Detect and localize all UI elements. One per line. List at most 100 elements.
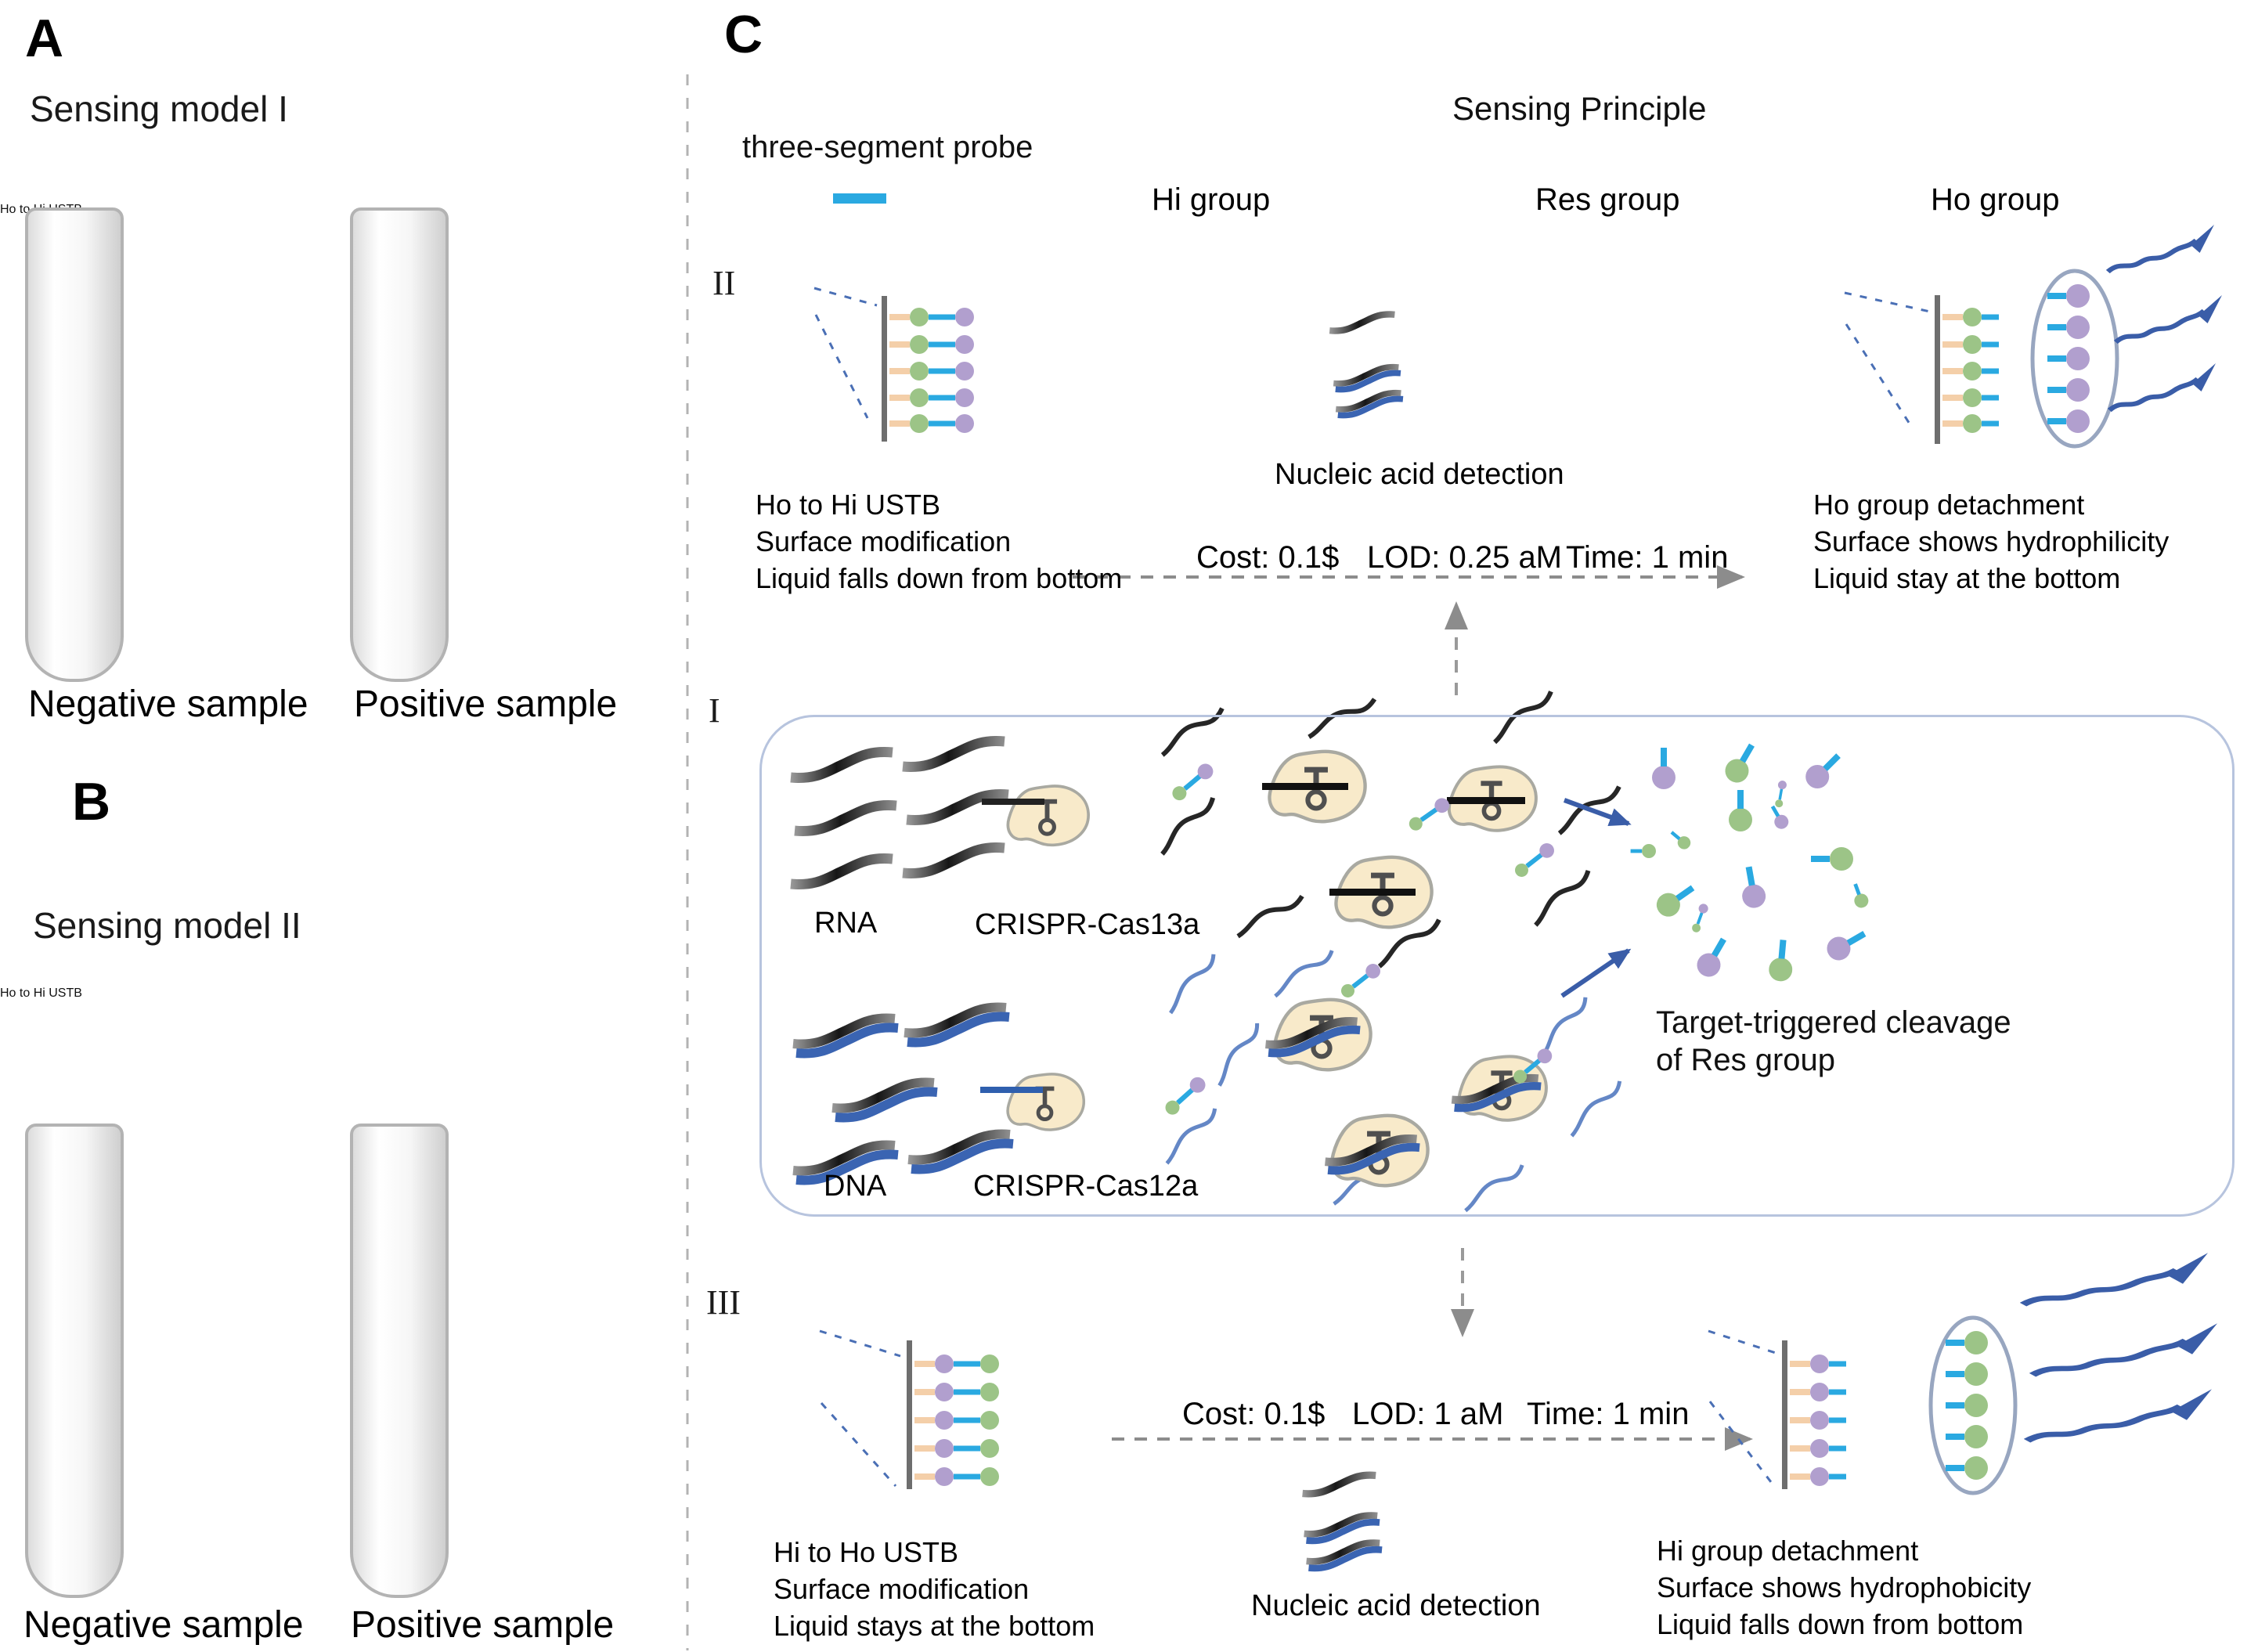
probe-row bbox=[889, 388, 974, 407]
magnify-line bbox=[813, 287, 878, 307]
ho-group-label: Ho group bbox=[1931, 182, 2060, 217]
caption-line: Ho group detachment bbox=[1813, 489, 2085, 521]
magnify-line bbox=[820, 1401, 897, 1488]
hi-group-detached bbox=[1946, 1425, 1988, 1448]
release-arrow bbox=[2033, 1323, 2217, 1375]
cleavage-caption: Target-triggered cleavage of Res group bbox=[1656, 1004, 2011, 1079]
section-2-numeral: II bbox=[712, 264, 736, 302]
rna-label: RNA bbox=[814, 907, 878, 940]
probe-row-cleaved bbox=[1942, 308, 1999, 326]
magnify-line bbox=[1708, 1329, 1776, 1354]
probe-row-cleaved bbox=[1790, 1439, 1846, 1458]
res-group-label: Res group bbox=[1535, 182, 1680, 217]
probe-row bbox=[889, 335, 974, 354]
magnify-line bbox=[819, 1329, 901, 1358]
release-arrow bbox=[2027, 1389, 2212, 1441]
probe-row bbox=[889, 308, 974, 326]
probe-row-cleaved bbox=[1942, 414, 1999, 433]
ho-group-detached bbox=[2047, 409, 2090, 433]
lod-metric: LOD: 1 aM bbox=[1352, 1397, 1504, 1431]
hi-group-label: Hi group bbox=[1152, 182, 1271, 217]
probe-row-cleaved bbox=[1790, 1383, 1846, 1401]
detached-group-ellipse bbox=[1928, 1315, 2018, 1495]
detection-label: Nucleic acid detection bbox=[1251, 1589, 1541, 1622]
cleavage-arrow bbox=[1560, 948, 1632, 998]
panel-b-title: Sensing model II bbox=[33, 905, 301, 946]
caption-line: Surface shows hydrophobicity bbox=[1657, 1571, 2032, 1603]
target-rna bbox=[1329, 889, 1416, 896]
caption-line: Liquid stays at the bottom bbox=[774, 1609, 1095, 1642]
rna-icon bbox=[1329, 314, 1394, 330]
sensor-surface bbox=[882, 296, 887, 442]
release-arrow bbox=[2109, 363, 2216, 410]
time-metric: Time: 1 min bbox=[1566, 540, 1729, 575]
positive-caption: Positive sample bbox=[354, 684, 618, 725]
probe-row bbox=[889, 414, 974, 433]
caption-line: Target-triggered cleavage bbox=[1656, 1005, 2011, 1040]
dna-label: DNA bbox=[824, 1170, 887, 1203]
caption-line: Hi group detachment bbox=[1657, 1535, 1919, 1567]
target-rna bbox=[1262, 783, 1348, 790]
dna-icon bbox=[1304, 1516, 1380, 1541]
cost-metric: Cost: 0.1$ bbox=[1196, 540, 1340, 575]
magnify-line bbox=[814, 314, 869, 419]
cleavage-arrow bbox=[1563, 798, 1632, 827]
sensor-surface bbox=[907, 1340, 912, 1489]
sensor-surface bbox=[1935, 295, 1940, 444]
caption-line: Ho to Hi USTB bbox=[756, 489, 941, 521]
probe-row bbox=[914, 1354, 999, 1373]
lod-metric: LOD: 0.25 aM bbox=[1367, 540, 1563, 575]
positive-caption: Positive sample bbox=[351, 1604, 615, 1646]
dna-icon bbox=[1307, 1543, 1382, 1568]
rna-icon bbox=[1303, 1475, 1376, 1494]
caption-line: Liquid falls down from bottom bbox=[756, 561, 1123, 594]
ho-group-detached bbox=[2047, 347, 2090, 370]
negative-caption: Negative sample bbox=[23, 1604, 304, 1646]
probe-res-icon bbox=[833, 193, 886, 204]
probe-row-cleaved bbox=[1790, 1354, 1846, 1373]
sensor-surface bbox=[1782, 1340, 1787, 1489]
probe-row bbox=[889, 362, 974, 381]
probe-row-cleaved bbox=[1942, 362, 1999, 381]
negative-caption: Negative sample bbox=[28, 684, 308, 725]
detached-group-ellipse bbox=[2030, 269, 2119, 449]
caption-line: Surface modification bbox=[756, 525, 1012, 557]
hi-group-detached bbox=[1946, 1362, 1988, 1386]
time-metric: Time: 1 min bbox=[1527, 1397, 1690, 1431]
section-3-numeral: III bbox=[706, 1283, 741, 1322]
release-arrow bbox=[2116, 295, 2222, 342]
cas12a-label: CRISPR-Cas12a bbox=[973, 1170, 1199, 1203]
panel-a-title: Sensing model I bbox=[30, 88, 288, 129]
caption-line: Liquid falls down from bottom bbox=[1657, 1607, 2024, 1640]
detection-label: Nucleic acid detection bbox=[1275, 458, 1564, 491]
magnify-line bbox=[1708, 1401, 1773, 1483]
tube-label: Ho to Hi USTB bbox=[0, 987, 82, 1000]
panel-a-label: A bbox=[25, 9, 64, 68]
probe-legend-label: three-segment probe bbox=[742, 130, 1033, 164]
upright-tube bbox=[350, 1124, 449, 1598]
caption-line: of Res group bbox=[1656, 1043, 1836, 1077]
magnify-line bbox=[1845, 323, 1914, 428]
caption-line: Hi to Ho USTB bbox=[774, 1536, 959, 1568]
probe-row-cleaved bbox=[1790, 1467, 1846, 1486]
principle-title: Sensing Principle bbox=[1452, 90, 1707, 127]
probe-row bbox=[914, 1411, 999, 1430]
caption-line: Liquid stay at the bottom bbox=[1813, 561, 2121, 594]
release-arrow bbox=[2108, 225, 2214, 272]
ho-group-detached bbox=[2047, 284, 2090, 308]
section-2-left-caption: Ho to Hi USTB Surface modification Liqui… bbox=[756, 487, 1122, 597]
release-arrow bbox=[2023, 1253, 2208, 1304]
probe-row-cleaved bbox=[1942, 388, 1999, 407]
crrna-blue bbox=[980, 1087, 1043, 1093]
ho-group-detached bbox=[2047, 378, 2090, 402]
ho-group-detached bbox=[2047, 316, 2090, 339]
upright-tube bbox=[25, 207, 124, 682]
upright-tube bbox=[350, 207, 449, 682]
section-2-right-caption: Ho group detachment Surface shows hydrop… bbox=[1813, 487, 2169, 597]
probe-row-cleaved bbox=[1942, 335, 1999, 354]
dna-icon bbox=[1336, 393, 1403, 416]
section-3-left-caption: Hi to Ho USTB Surface modification Liqui… bbox=[774, 1535, 1095, 1644]
section-1-numeral: I bbox=[709, 691, 720, 730]
caption-line: Surface modification bbox=[774, 1572, 1030, 1605]
